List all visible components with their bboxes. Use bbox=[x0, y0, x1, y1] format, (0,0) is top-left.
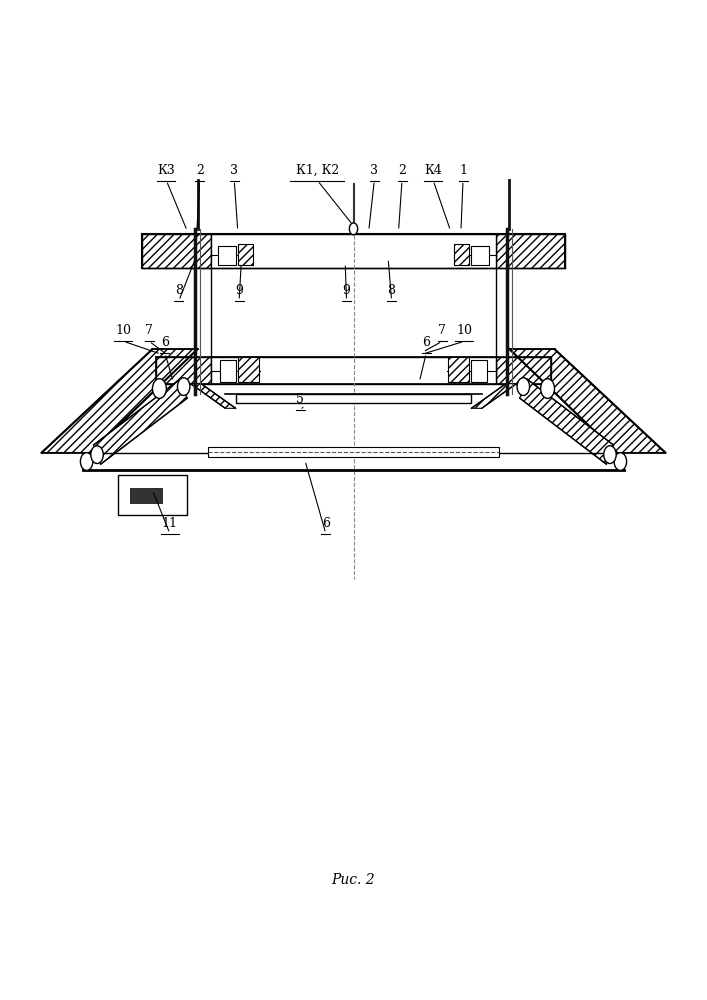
Circle shape bbox=[81, 453, 93, 470]
Bar bbox=[218, 246, 235, 265]
Bar bbox=[118, 475, 187, 515]
Text: 10: 10 bbox=[115, 324, 132, 337]
Circle shape bbox=[614, 453, 626, 470]
Circle shape bbox=[90, 446, 103, 464]
Text: 8: 8 bbox=[387, 284, 396, 297]
Text: 6: 6 bbox=[322, 517, 329, 530]
Text: 3: 3 bbox=[230, 164, 238, 177]
Bar bbox=[448, 357, 469, 382]
Text: 8: 8 bbox=[175, 284, 183, 297]
Circle shape bbox=[177, 378, 190, 395]
Text: К3: К3 bbox=[158, 164, 175, 177]
Text: 1: 1 bbox=[459, 164, 467, 177]
Text: 5: 5 bbox=[296, 393, 304, 406]
Bar bbox=[472, 360, 486, 382]
Polygon shape bbox=[191, 384, 235, 408]
Bar bbox=[235, 394, 472, 403]
Text: 9: 9 bbox=[343, 284, 351, 297]
Text: 6: 6 bbox=[161, 336, 169, 349]
Bar bbox=[238, 357, 259, 382]
Text: 7: 7 bbox=[438, 324, 446, 337]
Bar bbox=[208, 447, 499, 457]
Bar bbox=[454, 244, 469, 265]
Polygon shape bbox=[510, 349, 665, 453]
Text: 11: 11 bbox=[162, 517, 178, 530]
Circle shape bbox=[153, 379, 166, 398]
Circle shape bbox=[604, 446, 617, 464]
Polygon shape bbox=[472, 384, 516, 408]
Polygon shape bbox=[496, 357, 551, 384]
Text: К4: К4 bbox=[424, 164, 442, 177]
Text: 2: 2 bbox=[196, 164, 204, 177]
Circle shape bbox=[541, 379, 554, 398]
Text: 2: 2 bbox=[398, 164, 406, 177]
Circle shape bbox=[517, 378, 530, 395]
Text: К1, К2: К1, К2 bbox=[296, 164, 339, 177]
Polygon shape bbox=[520, 379, 614, 464]
Circle shape bbox=[349, 223, 358, 235]
Polygon shape bbox=[496, 234, 565, 268]
Bar bbox=[221, 360, 235, 382]
Bar bbox=[211, 357, 496, 384]
Bar bbox=[238, 244, 253, 265]
Bar bbox=[211, 234, 496, 268]
Text: Рис. 2: Рис. 2 bbox=[332, 873, 375, 887]
Text: 7: 7 bbox=[145, 324, 153, 337]
Polygon shape bbox=[42, 349, 197, 453]
Text: 9: 9 bbox=[235, 284, 243, 297]
Bar bbox=[130, 488, 161, 503]
Polygon shape bbox=[156, 357, 211, 384]
Text: 6: 6 bbox=[422, 336, 431, 349]
Polygon shape bbox=[93, 379, 187, 464]
Text: 3: 3 bbox=[370, 164, 378, 177]
Text: 10: 10 bbox=[457, 324, 472, 337]
Bar bbox=[472, 246, 489, 265]
Polygon shape bbox=[142, 234, 211, 268]
